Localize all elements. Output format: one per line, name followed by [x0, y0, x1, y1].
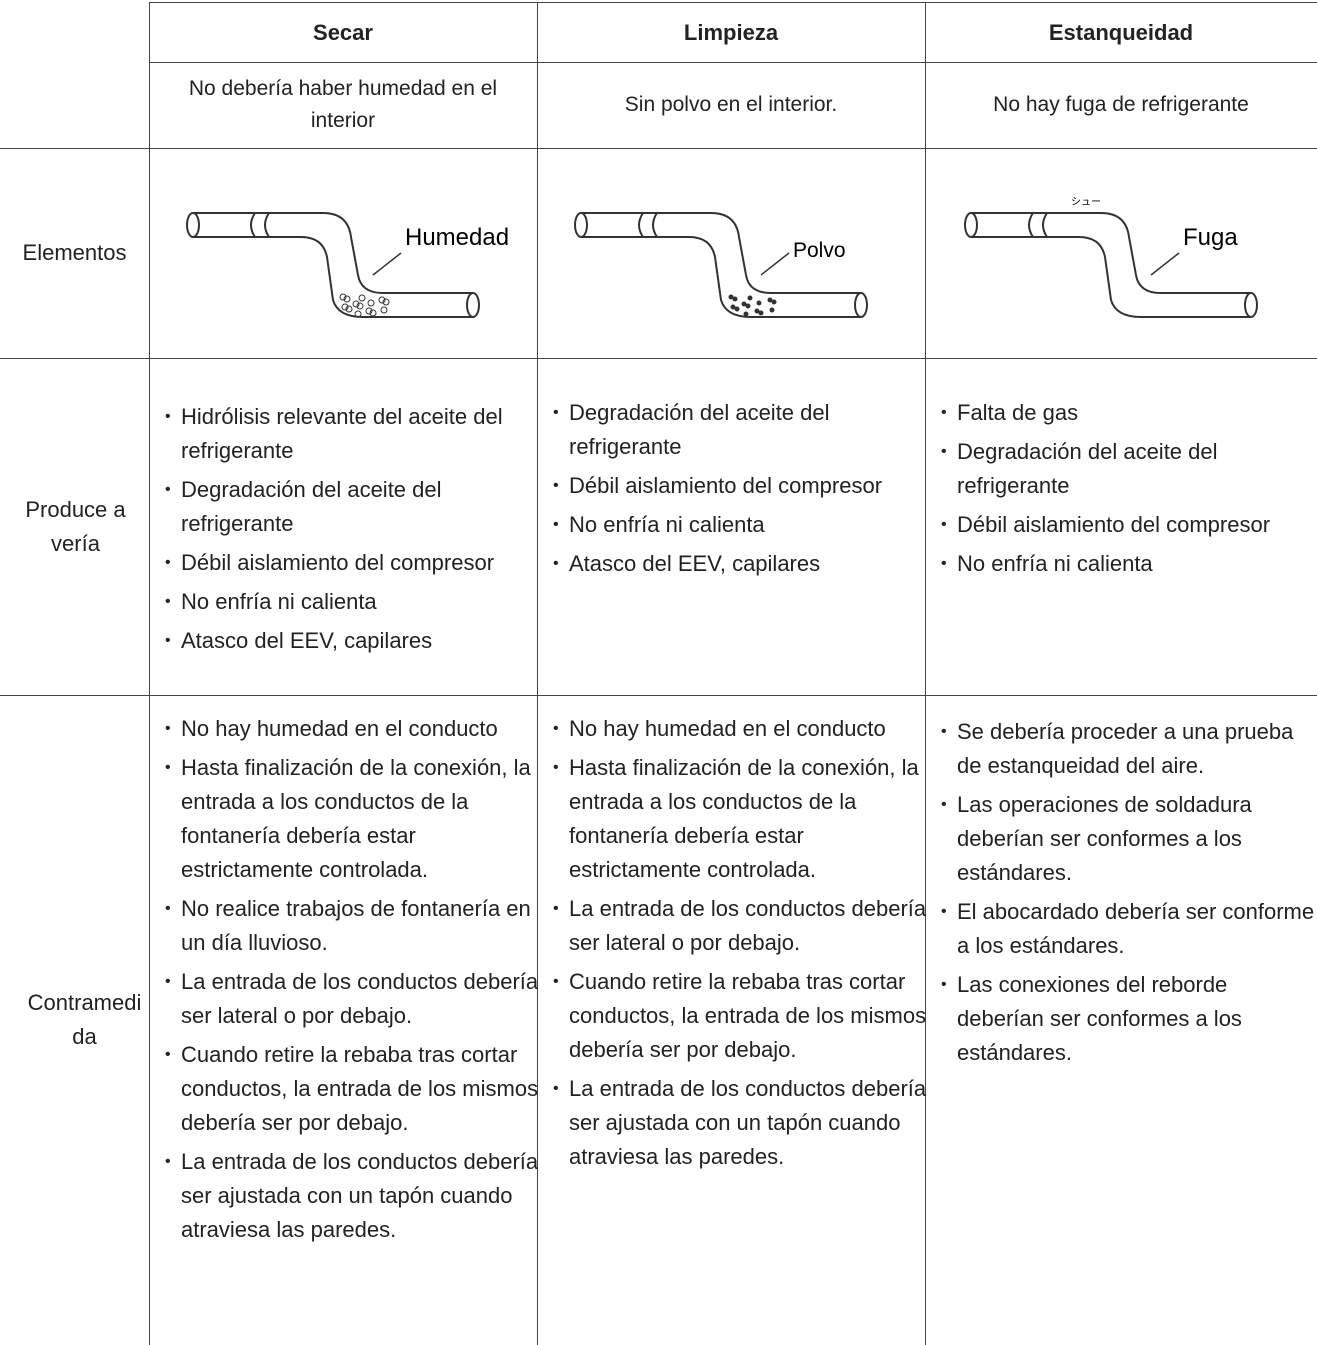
bubble-label: Polvo	[793, 239, 846, 262]
bullet-item: Hasta finalización de la conexión, la en…	[157, 751, 539, 887]
bullet-cell: No hay humedad en el conducto Hasta final…	[157, 695, 539, 1345]
rule	[149, 2, 150, 1345]
bullet-item: No enfría ni calienta	[545, 508, 927, 542]
bullet-item: Hidrólisis relevante del aceite del refr…	[157, 400, 539, 468]
requirement: No hay fuga de refrigerante	[993, 93, 1249, 116]
bullet-item: Degradación del aceite del refrigerante	[157, 473, 539, 541]
bullet-item: Cuando retire la rebaba tras cortar cond…	[157, 1038, 539, 1140]
row-label: Contramedida	[27, 990, 142, 1049]
bullet-item: El abocardado debería ser conforme a los…	[933, 895, 1317, 963]
bullet-cell: No hay humedad en el conducto Hasta final…	[545, 695, 927, 1345]
bullet-cell: Hidrólisis relevante del aceite del refr…	[157, 358, 539, 695]
pipe-illustration: Fuga シュー	[964, 197, 1258, 318]
bullet-item: Débil aislamiento del compresor	[933, 508, 1317, 542]
bullet-item: Débil aislamiento del compresor	[157, 546, 539, 580]
bullet-item: Degradación del aceite del refrigerante	[545, 396, 927, 464]
column-header: Secar	[313, 20, 373, 45]
bullet-item: No enfría ni calienta	[157, 585, 539, 619]
rule	[0, 358, 1317, 359]
column-header: Estanqueidad	[1048, 20, 1194, 45]
bullet-item: No hay humedad en el conducto	[157, 712, 539, 746]
bullet-item: La entrada de los conductos debería ser …	[157, 1145, 539, 1247]
bullet-list: No hay humedad en el conducto Hasta final…	[157, 712, 539, 1247]
rule	[0, 148, 1317, 149]
bubble-label: Fuga	[1183, 224, 1238, 251]
bullet-list: Hidrólisis relevante del aceite del refr…	[157, 400, 539, 658]
bullet-list: Falta de gas Degradación del aceite del r…	[933, 396, 1317, 581]
bullet-item: La entrada de los conductos debería ser …	[545, 892, 927, 960]
bullet-item: Se debería proceder a una prueba de esta…	[933, 715, 1317, 783]
column-header: Limpieza	[683, 20, 779, 45]
bullet-cell: Falta de gas Degradación del aceite del r…	[933, 358, 1317, 695]
bullet-item: Las conexiones del reborde deberían ser …	[933, 968, 1317, 1070]
requirement: Sin polvo en el interior.	[624, 93, 838, 116]
rule	[149, 62, 1317, 63]
rule	[149, 2, 1317, 3]
bullet-item: Falta de gas	[933, 396, 1317, 430]
bullet-item: La entrada de los conductos debería ser …	[545, 1072, 927, 1174]
bullet-list: No hay humedad en el conducto Hasta final…	[545, 712, 927, 1174]
row-label: Produce avería	[25, 496, 126, 556]
row-label: Elementos	[22, 240, 127, 265]
bullet-item: No hay humedad en el conducto	[545, 712, 927, 746]
bullet-item: Degradación del aceite del refrigerante	[933, 435, 1317, 503]
bullet-item: Atasco del EEV, capilares	[157, 624, 539, 658]
bullet-item: Hasta finalización de la conexión, la en…	[545, 751, 927, 887]
bullet-list: Se debería proceder a una prueba de esta…	[933, 715, 1317, 1070]
bullet-item: Débil aislamiento del compresor	[545, 469, 927, 503]
bullet-item: Cuando retire la rebaba tras cortar cond…	[545, 965, 927, 1067]
bullet-item: Atasco del EEV, capilares	[545, 547, 927, 581]
bullet-cell: Se debería proceder a una prueba de esta…	[933, 695, 1317, 1345]
rule	[0, 695, 1317, 696]
bullet-item: La entrada de los conductos debería ser …	[157, 965, 539, 1033]
bullet-item: No enfría ni calienta	[933, 547, 1317, 581]
bullet-item: No realice trabajos de fontanería en un …	[157, 892, 539, 960]
bullet-item: Las operaciones de soldadura deberían se…	[933, 788, 1317, 890]
requirement: No debería haber humedad en el interior	[188, 77, 498, 132]
pipe-illustration: Polvo	[574, 212, 868, 318]
bubble-label: Humedad	[405, 224, 509, 251]
rule	[925, 2, 926, 1345]
bullet-list: Degradación del aceite del refrigerante D…	[545, 396, 927, 581]
rule	[537, 2, 538, 1345]
sound-label: シュー	[1071, 197, 1101, 208]
pipe-illustration: Humedad	[186, 212, 509, 318]
bullet-cell: Degradación del aceite del refrigerante D…	[545, 358, 927, 695]
